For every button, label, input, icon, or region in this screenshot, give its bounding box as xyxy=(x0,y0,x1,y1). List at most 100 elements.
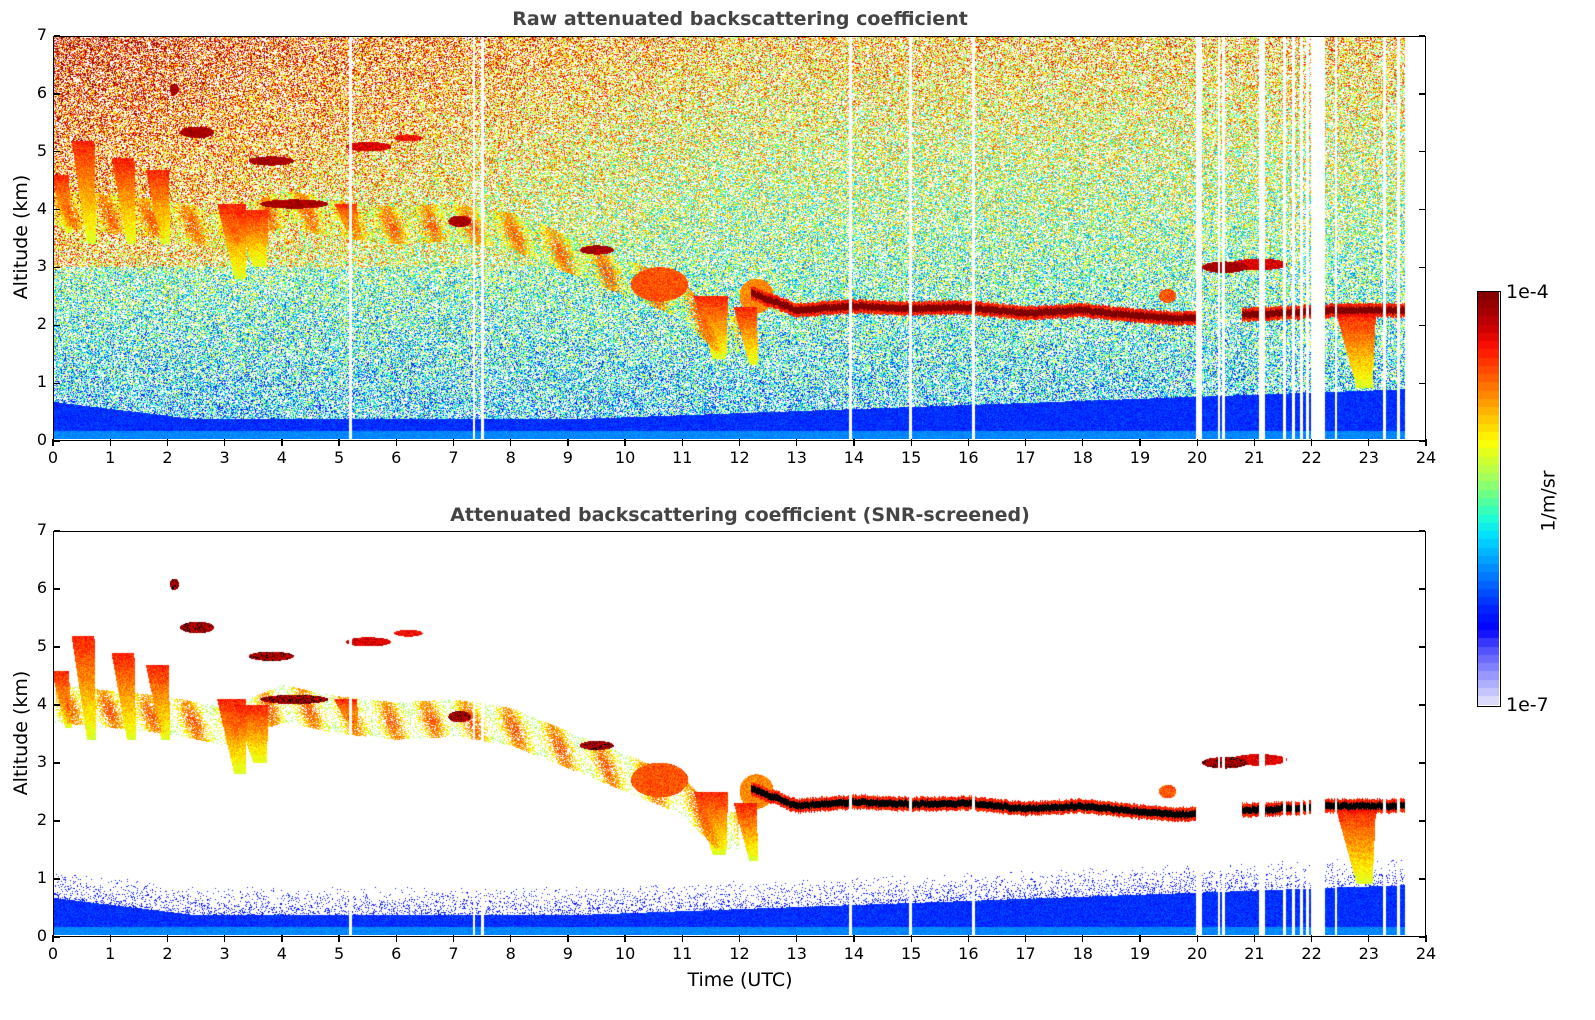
x-tick-label: 0 xyxy=(47,448,59,467)
x-tick-label: 5 xyxy=(333,448,345,467)
x-tick-mark xyxy=(1368,935,1370,942)
x-tick-label: 21 xyxy=(1244,944,1265,963)
x-tick-label: 23 xyxy=(1358,448,1379,467)
x-tick-label: 6 xyxy=(391,944,402,963)
x-tick-label: 19 xyxy=(1129,944,1151,963)
x-tick-mark xyxy=(338,935,340,942)
x-tick-label: 8 xyxy=(505,448,516,467)
y-tick-mark xyxy=(54,324,60,326)
y-tick-label: 4 xyxy=(36,694,47,713)
x-tick-label: 9 xyxy=(562,944,573,963)
y-tick-label: 0 xyxy=(36,926,47,945)
top-heatmap-axes xyxy=(53,36,1426,441)
y-tick-mark xyxy=(54,646,60,648)
y-tick-mark xyxy=(1419,588,1425,590)
x-axis-label: Time (UTC) xyxy=(687,969,793,991)
x-tick-label: 16 xyxy=(958,944,979,963)
top-y-axis-label: Altitude (km) xyxy=(10,174,32,300)
x-tick-label: 16 xyxy=(958,448,979,467)
x-tick-label: 10 xyxy=(614,448,636,467)
top-plot-title: Raw attenuated backscattering coefficien… xyxy=(512,8,968,30)
x-tick-label: 18 xyxy=(1072,944,1093,963)
bottom-y-axis-label: Altitude (km) xyxy=(10,670,32,796)
x-tick-mark xyxy=(1425,439,1427,446)
x-tick-mark xyxy=(452,439,455,446)
top-heatmap-canvas xyxy=(54,37,1424,439)
colorbar-min-label: 1e-7 xyxy=(1506,694,1549,716)
x-tick-label: 14 xyxy=(843,448,865,467)
y-tick-label: 3 xyxy=(36,256,47,276)
x-tick-mark xyxy=(567,935,569,942)
x-tick-mark xyxy=(967,935,970,942)
x-tick-label: 11 xyxy=(672,944,693,963)
x-tick-mark xyxy=(52,935,54,942)
y-tick-mark xyxy=(54,382,60,384)
y-tick-label: 1 xyxy=(36,868,47,887)
x-tick-label: 7 xyxy=(448,944,459,963)
y-tick-mark xyxy=(1419,208,1425,211)
x-tick-mark xyxy=(109,439,111,446)
x-tick-mark xyxy=(1310,935,1313,942)
x-tick-mark xyxy=(1082,935,1084,942)
x-tick-mark xyxy=(510,439,512,446)
x-tick-label: 13 xyxy=(786,944,807,963)
y-tick-mark xyxy=(54,151,60,153)
x-tick-mark xyxy=(1368,439,1370,446)
y-tick-mark xyxy=(54,35,60,37)
x-tick-mark xyxy=(1310,439,1313,446)
y-tick-label: 0 xyxy=(36,430,47,449)
x-tick-mark xyxy=(1425,935,1427,942)
x-tick-label: 7 xyxy=(448,448,459,467)
y-tick-mark xyxy=(54,93,60,95)
y-tick-label: 5 xyxy=(36,636,47,655)
x-tick-mark xyxy=(52,439,54,446)
x-tick-label: 2 xyxy=(162,448,173,467)
x-tick-mark xyxy=(853,935,855,942)
x-tick-label: 1 xyxy=(105,448,116,467)
y-tick-label: 1 xyxy=(36,372,47,392)
y-tick-label: 6 xyxy=(36,82,47,102)
x-tick-mark xyxy=(452,935,455,942)
y-tick-mark xyxy=(1419,440,1425,442)
y-tick-mark xyxy=(54,820,60,822)
x-tick-label: 9 xyxy=(562,448,573,467)
x-tick-label: 5 xyxy=(333,944,345,963)
colorbar-gradient xyxy=(1478,292,1499,705)
x-tick-mark xyxy=(681,439,683,446)
x-tick-label: 6 xyxy=(391,448,402,467)
y-tick-mark xyxy=(1419,820,1425,822)
y-tick-label: 7 xyxy=(36,25,47,44)
x-tick-mark xyxy=(395,935,397,942)
x-tick-mark xyxy=(166,935,169,942)
x-tick-mark xyxy=(1196,439,1198,446)
y-tick-mark xyxy=(54,208,60,211)
x-tick-label: 20 xyxy=(1186,448,1208,467)
x-tick-label: 15 xyxy=(900,448,922,467)
y-tick-mark xyxy=(54,530,60,532)
bottom-plot-title: Attenuated backscattering coefficient (S… xyxy=(450,504,1030,526)
x-tick-label: 13 xyxy=(786,448,807,467)
y-tick-mark xyxy=(54,440,60,442)
colorbar-unit-label: 1/m/sr xyxy=(1537,470,1560,532)
y-tick-label: 3 xyxy=(36,752,47,771)
x-tick-mark xyxy=(1024,935,1027,942)
x-tick-label: 15 xyxy=(900,944,922,963)
y-tick-mark xyxy=(1419,530,1425,532)
x-tick-label: 19 xyxy=(1129,448,1151,467)
x-tick-label: 18 xyxy=(1072,448,1093,467)
x-tick-label: 4 xyxy=(276,448,287,467)
y-tick-mark xyxy=(1419,762,1425,764)
x-tick-mark xyxy=(166,439,169,446)
y-tick-mark xyxy=(54,704,60,706)
y-tick-mark xyxy=(1419,266,1425,269)
y-tick-mark xyxy=(1419,382,1425,384)
bottom-heatmap-canvas xyxy=(54,532,1424,935)
y-tick-mark xyxy=(1419,878,1425,880)
x-tick-mark xyxy=(281,935,283,942)
x-tick-label: 8 xyxy=(505,944,516,963)
y-tick-mark xyxy=(54,588,60,590)
y-tick-label: 6 xyxy=(36,578,47,597)
x-tick-mark xyxy=(224,935,226,942)
x-tick-mark xyxy=(1082,439,1084,446)
colorbar-max-label: 1e-4 xyxy=(1506,281,1549,303)
